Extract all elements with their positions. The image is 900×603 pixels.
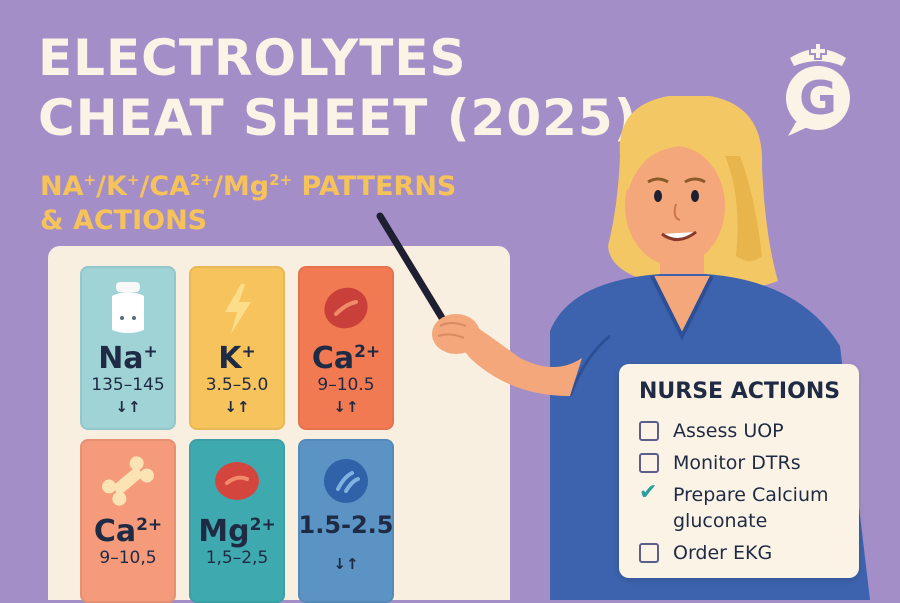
up-down-arrows-icon: ↓↑ <box>333 555 359 573</box>
element-symbol: Ca2+ <box>311 341 381 376</box>
element-range-value: 1.5-2.5 <box>298 511 394 539</box>
up-down-arrows-icon: ↓↑ <box>224 398 250 416</box>
tile-calcium: Ca2+ 9–10.5 ↓↑ <box>298 266 394 430</box>
bone-icon <box>102 456 154 506</box>
action-label: Monitor DTRs <box>673 452 801 474</box>
up-down-arrows-icon: ↓↑ <box>115 398 141 416</box>
element-symbol: Mg2+ <box>198 514 276 549</box>
element-symbol: Na+ <box>98 341 158 376</box>
nurse-actions-card: NURSE ACTIONS Assess UOP Monitor DTRs ✔ … <box>619 364 859 578</box>
electrolyte-board: Na+ 135–145 ↓↑ K+ 3.5–5.0 ↓↑ Ca2+ 9–10.5… <box>48 246 510 603</box>
subtitle-line-2: & ACTIONS <box>40 205 208 236</box>
checkmark-icon[interactable]: ✔ <box>639 480 658 505</box>
normal-range: 1,5–2,5 <box>205 548 269 568</box>
blue-cell-icon <box>324 459 368 503</box>
red-cell-icon <box>324 287 368 329</box>
checkbox-unchecked-icon[interactable] <box>639 543 659 563</box>
normal-range: 9–10.5 <box>317 375 375 395</box>
normal-range: 3.5–5.0 <box>205 375 269 395</box>
action-label: Order EKG <box>673 542 773 564</box>
tile-potassium: K+ 3.5–5.0 ↓↑ <box>189 266 285 430</box>
pointer-stick <box>376 212 454 335</box>
lightning-icon <box>225 284 251 334</box>
up-down-arrows-icon: ↓↑ <box>333 398 359 416</box>
nurse-actions-title: NURSE ACTIONS <box>639 379 841 404</box>
tile-sodium: Na+ 135–145 ↓↑ <box>80 266 176 430</box>
title-line-1: ELECTROLYTES <box>38 29 467 87</box>
normal-range: 135–145 <box>91 375 165 395</box>
checkbox-unchecked-icon[interactable] <box>639 421 659 441</box>
page-title: ELECTROLYTES CHEAT SHEET (2025) <box>38 28 638 148</box>
element-symbol: K+ <box>218 341 256 376</box>
tile-calcium-2: Ca2+ 9–10,5 <box>80 439 176 603</box>
element-symbol: Ca2+ <box>93 514 163 549</box>
svg-text:G: G <box>799 71 837 125</box>
title-line-2: CHEAT SHEET (2025) <box>38 89 638 147</box>
red-cell-icon <box>215 462 259 500</box>
subtitle: NA+/K+/CA2+/Mg2+ PATTERNS & ACTIONS <box>40 171 457 236</box>
nurse-cap-g-logo-icon: G <box>786 42 850 136</box>
action-label: Assess UOP <box>673 420 784 442</box>
salt-shaker-icon <box>112 282 144 333</box>
action-label: Prepare Calcium gluconate <box>673 484 829 532</box>
tile-magnesium-2: 1.5-2.5 ↓↑ <box>298 439 394 603</box>
normal-range: 9–10,5 <box>99 548 157 568</box>
tile-magnesium: Mg2+ 1,5–2,5 <box>189 439 285 603</box>
checkbox-unchecked-icon[interactable] <box>639 453 659 473</box>
